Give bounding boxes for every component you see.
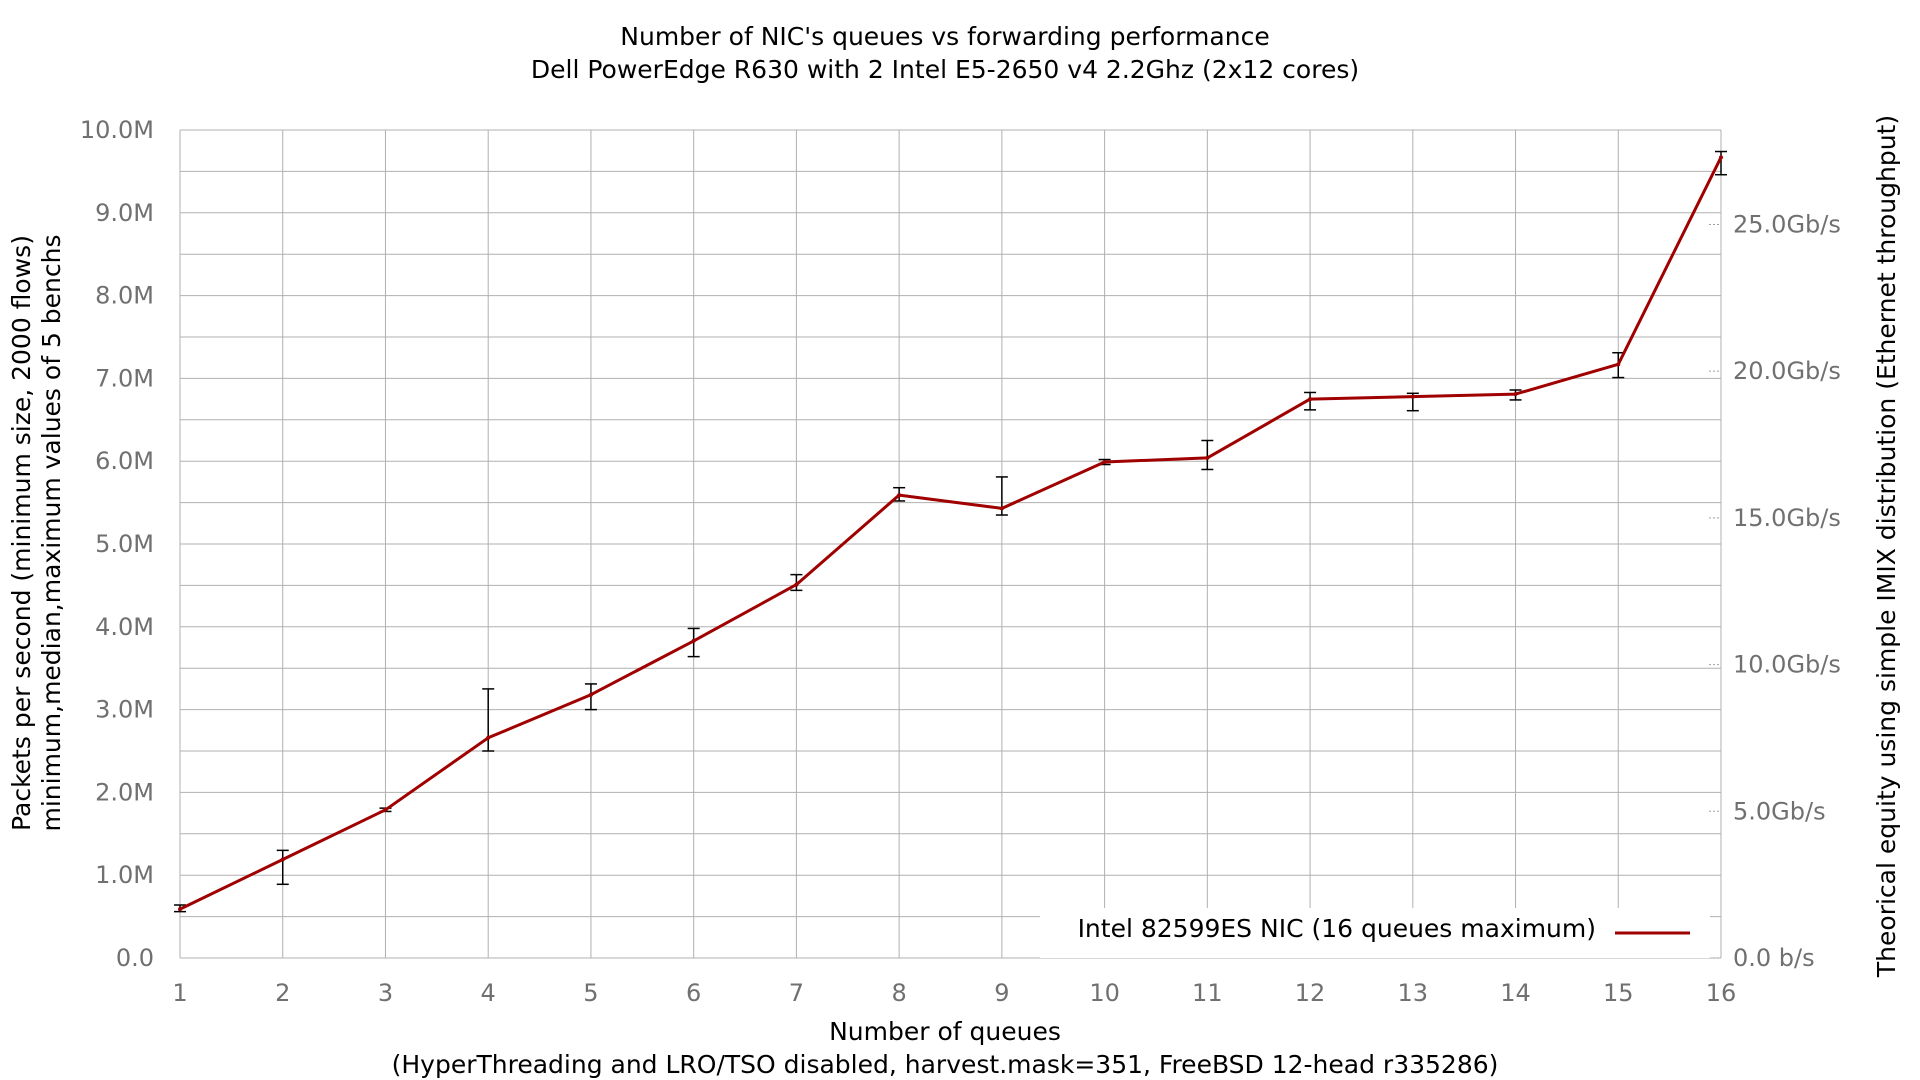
x-tick-label: 9 [994, 979, 1009, 1007]
legend-background [1040, 908, 1710, 958]
data-point [383, 807, 388, 812]
x-tick-label: 6 [686, 979, 701, 1007]
y-tick-label-right: 25.0Gb/s [1733, 210, 1841, 238]
x-tick-label: 14 [1500, 979, 1531, 1007]
data-point [178, 907, 182, 912]
y-tick-label-left: 0.0 [116, 944, 154, 972]
x-tick-label: 11 [1192, 979, 1223, 1007]
data-point [999, 506, 1004, 511]
data-point [1513, 392, 1518, 397]
x-tick-label: 7 [789, 979, 804, 1007]
y-tick-label-right: 5.0Gb/s [1733, 797, 1826, 825]
x-tick-label: 13 [1398, 979, 1429, 1007]
y-tick-label-left: 8.0M [95, 282, 154, 310]
series-lines [178, 155, 1723, 912]
series-line [179, 156, 1723, 911]
y-tick-label-left: 2.0M [95, 778, 154, 806]
chart-subtitle: Dell PowerEdge R630 with 2 Intel E5-2650… [531, 55, 1359, 84]
y-tick-label-left: 5.0M [95, 530, 154, 558]
y-tick-label-right: 20.0Gb/s [1733, 357, 1841, 385]
data-point [486, 735, 491, 740]
x-tick-label: 16 [1706, 979, 1737, 1007]
data-point [794, 582, 799, 587]
x-tick-label: 15 [1603, 979, 1634, 1007]
data-point [280, 857, 285, 862]
y-tick-label-left: 9.0M [95, 199, 154, 227]
x-tick-label: 10 [1089, 979, 1120, 1007]
y-tick-label-left: 4.0M [95, 613, 154, 641]
y-tick-label-right: 10.0Gb/s [1733, 651, 1841, 679]
y-tick-label-right: 15.0Gb/s [1733, 504, 1841, 532]
data-point [1616, 362, 1621, 367]
left-axis: 0.0 1.0M 2.0M 3.0M 4.0M 5.0M 6.0M 7.0M 8.0M 9.0M 1… [80, 116, 154, 972]
y-tick-label-right: 0.0 b/s [1733, 944, 1815, 972]
data-point [1410, 394, 1415, 399]
x-tick-label: 3 [378, 979, 393, 1007]
data-point [588, 692, 593, 697]
y-tick-label-left: 3.0M [95, 696, 154, 724]
x-tick-label: 8 [891, 979, 906, 1007]
data-point [1205, 455, 1210, 460]
grid [179, 129, 1722, 959]
x-tick-label: 1 [172, 979, 187, 1007]
y-tick-label-left: 6.0M [95, 447, 154, 475]
right-axis: 0.0 b/s 5.0Gb/s 10.0Gb/s 15.0Gb/s 20.0Gb/s 25… [1709, 210, 1841, 972]
left-axis-label-line1: Packets per second (minimum size, 2000 f… [7, 235, 36, 831]
data-point [897, 493, 902, 498]
x-tick-label: 12 [1295, 979, 1326, 1007]
x-axis: 1 2 3 4 5 6 7 8 9 10 11 12 13 14 15 16 [172, 979, 1736, 1007]
left-axis-label-line2: minimum,median,maximum values of 5 bench… [37, 234, 66, 831]
x-axis-label: Number of queues [829, 1017, 1061, 1046]
y-tick-label-left: 7.0M [95, 364, 154, 392]
data-point [1308, 397, 1313, 402]
x-tick-label: 5 [583, 979, 598, 1007]
x-axis-note: (HyperThreading and LRO/TSO disabled, ha… [392, 1050, 1499, 1079]
data-point [1719, 155, 1723, 160]
y-tick-label-left: 10.0M [80, 116, 154, 144]
x-tick-label: 4 [481, 979, 496, 1007]
data-point [691, 638, 696, 643]
data-point [1102, 460, 1107, 465]
chart-title: Number of NIC's queues vs forwarding per… [620, 22, 1269, 51]
legend: Intel 82599ES NIC (16 queues maximum) [1040, 908, 1710, 958]
x-tick-label: 2 [275, 979, 290, 1007]
legend-label: Intel 82599ES NIC (16 queues maximum) [1078, 914, 1596, 943]
y-tick-label-left: 1.0M [95, 861, 154, 889]
right-axis-label: Theorical equity using simple IMIX distr… [1872, 115, 1901, 978]
